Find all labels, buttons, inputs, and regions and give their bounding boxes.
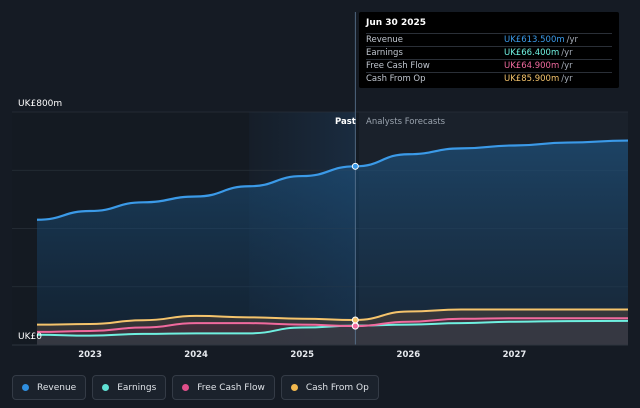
x-tick-label-2026: 2026	[396, 350, 421, 360]
legend-item-earnings[interactable]: Earnings	[92, 375, 167, 400]
earnings-line	[36, 319, 629, 337]
legend-dot-icon	[182, 384, 190, 391]
tooltip-row-value: UK£85.900m	[504, 74, 560, 84]
legend-dot-icon	[290, 384, 298, 391]
tooltip: Jun 30 2025 Revenue UK£613.500m/yr Earning…	[359, 12, 619, 88]
revenue-marker	[351, 162, 359, 170]
legend-label: Cash From Op	[305, 382, 369, 393]
cash-from-op-line	[36, 308, 628, 326]
tooltip-row-earnings: Earnings UK£66.400m/yr	[366, 46, 612, 59]
tooltip-row-label: Earnings	[366, 48, 403, 58]
tooltip-date: Jun 30 2025	[366, 18, 427, 28]
forecast-label: Analysts Forecasts	[366, 117, 446, 127]
y-axis-label-max: UK£800m	[18, 99, 63, 109]
tooltip-row-cash-from-op: Cash From Op UK£85.900m/yr	[366, 72, 612, 85]
tooltip-row-revenue: Revenue UK£613.500m/yr	[366, 33, 612, 46]
free-cash-flow-line	[36, 317, 628, 333]
legend-item-revenue[interactable]: Revenue	[12, 375, 87, 400]
legend-dot-icon	[22, 384, 29, 391]
x-tick-label-2023: 2023	[78, 350, 102, 360]
y-axis-label-zero: UK£0	[18, 332, 42, 342]
legend-label: Revenue	[37, 382, 77, 393]
legend-item-free-cash-flow[interactable]: Free Cash Flow	[172, 375, 275, 400]
tooltip-row-value: UK£613.500m	[504, 35, 565, 45]
tooltip-row-label: Revenue	[366, 35, 404, 45]
tooltip-row-label: Free Cash Flow	[366, 61, 430, 71]
legend-label: Earnings	[117, 382, 157, 393]
past-label: Past	[335, 117, 356, 127]
tooltip-row-unit: /yr	[561, 48, 573, 58]
earnings-area	[37, 320, 628, 345]
legend: Revenue Earnings Free Cash Flow Cash From O…	[12, 375, 379, 400]
legend-label: Free Cash Flow	[197, 382, 265, 393]
tooltip-row-free-cash-flow: Free Cash Flow UK£64.900m/yr	[366, 59, 612, 72]
free-cash-flow-marker	[351, 322, 359, 330]
x-tick-label-2027: 2027	[502, 350, 527, 360]
tooltip-row-unit: /yr	[566, 35, 579, 45]
x-tick-label-2024: 2024	[184, 350, 208, 360]
tooltip-row-unit: /yr	[561, 61, 573, 71]
revenue-line	[36, 139, 629, 221]
tooltip-row-value: UK£66.400m	[504, 48, 560, 58]
tooltip-row-label: Cash From Op	[366, 74, 426, 84]
x-tick-label-2025: 2025	[290, 350, 315, 360]
legend-dot-icon	[102, 384, 110, 391]
cash-from-op-marker	[351, 316, 359, 324]
revenue-area	[37, 140, 628, 345]
tooltip-row-value: UK£64.900m	[504, 61, 560, 71]
legend-item-cash-from-op[interactable]: Cash From Op	[280, 375, 379, 400]
tooltip-row-unit: /yr	[561, 74, 573, 84]
